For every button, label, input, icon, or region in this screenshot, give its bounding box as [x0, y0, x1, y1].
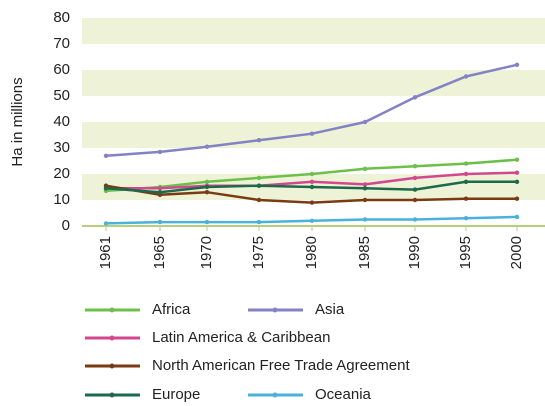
data-point: [204, 219, 210, 225]
data-point: [412, 197, 418, 203]
grid-band: [82, 70, 545, 96]
data-point: [256, 183, 262, 188]
data-point: [514, 179, 520, 184]
data-point: [463, 171, 469, 177]
data-point: [204, 179, 210, 184]
y-axis-label: Ha in millions: [9, 77, 26, 166]
data-point: [204, 190, 210, 195]
data-point: [157, 190, 163, 195]
y-tick-label: 30: [53, 139, 70, 156]
y-tick-label: 60: [53, 61, 70, 78]
data-point: [514, 157, 520, 162]
data-point: [256, 219, 262, 225]
data-point: [256, 175, 262, 181]
data-point: [362, 217, 368, 222]
data-point: [514, 62, 520, 67]
legend-marker: [109, 335, 115, 341]
y-tick-label: 70: [53, 35, 70, 52]
data-point: [362, 182, 368, 187]
data-point: [103, 221, 109, 226]
data-point: [514, 214, 520, 220]
data-point: [463, 196, 469, 201]
y-tick-label: 10: [53, 191, 70, 208]
data-point: [412, 175, 418, 181]
x-tick-label: 1985: [356, 236, 373, 269]
legend-label: Asia: [315, 301, 345, 318]
legend-label: Oceania: [315, 386, 372, 403]
x-tick-label: 1970: [198, 236, 215, 269]
data-point: [309, 184, 315, 190]
x-tick-label: 2000: [508, 236, 525, 269]
x-tick-label: 1990: [406, 236, 423, 269]
data-point: [514, 196, 520, 201]
data-point: [157, 219, 163, 225]
data-point: [309, 218, 315, 223]
legend-label: Europe: [152, 386, 200, 403]
data-point: [103, 153, 109, 158]
data-point: [412, 164, 418, 169]
data-point: [362, 197, 368, 203]
data-point: [204, 144, 210, 149]
legend-marker: [109, 363, 115, 369]
data-point: [362, 166, 368, 171]
data-point: [463, 74, 469, 79]
data-point: [103, 186, 109, 191]
data-point: [362, 186, 368, 191]
y-tick-label: 50: [53, 87, 70, 104]
data-point: [204, 184, 210, 190]
data-point: [157, 186, 163, 191]
grid-band: [82, 18, 545, 44]
x-tick-label: 1965: [151, 236, 168, 269]
y-tick-label: 80: [53, 9, 70, 26]
data-point: [412, 217, 418, 222]
data-point: [309, 171, 315, 177]
data-point: [309, 131, 315, 136]
data-point: [412, 187, 418, 192]
data-point: [362, 119, 368, 125]
legend-label: North American Free Trade Agreement: [152, 357, 410, 374]
x-tick-label: 1980: [303, 236, 320, 269]
data-point: [412, 95, 418, 100]
data-point: [463, 161, 469, 166]
legend-marker: [109, 307, 115, 313]
x-tick-label: 1961: [97, 236, 114, 269]
legend-label: Latin America & Caribbean: [152, 329, 330, 346]
y-tick-label: 40: [53, 113, 70, 130]
data-point: [463, 216, 469, 221]
data-point: [309, 200, 315, 205]
y-tick-label: 0: [62, 217, 70, 234]
data-point: [256, 138, 262, 143]
data-point: [157, 149, 163, 155]
legend-marker: [272, 307, 278, 313]
data-point: [514, 170, 520, 175]
x-tick-label: 1975: [250, 236, 267, 269]
data-point: [256, 197, 262, 203]
data-point: [309, 179, 315, 184]
x-tick-label: 1995: [457, 236, 474, 269]
data-point: [463, 179, 469, 184]
y-tick-label: 20: [53, 165, 70, 182]
legend-label: Africa: [152, 301, 191, 318]
legend-marker: [272, 392, 278, 398]
legend-marker: [109, 392, 115, 398]
